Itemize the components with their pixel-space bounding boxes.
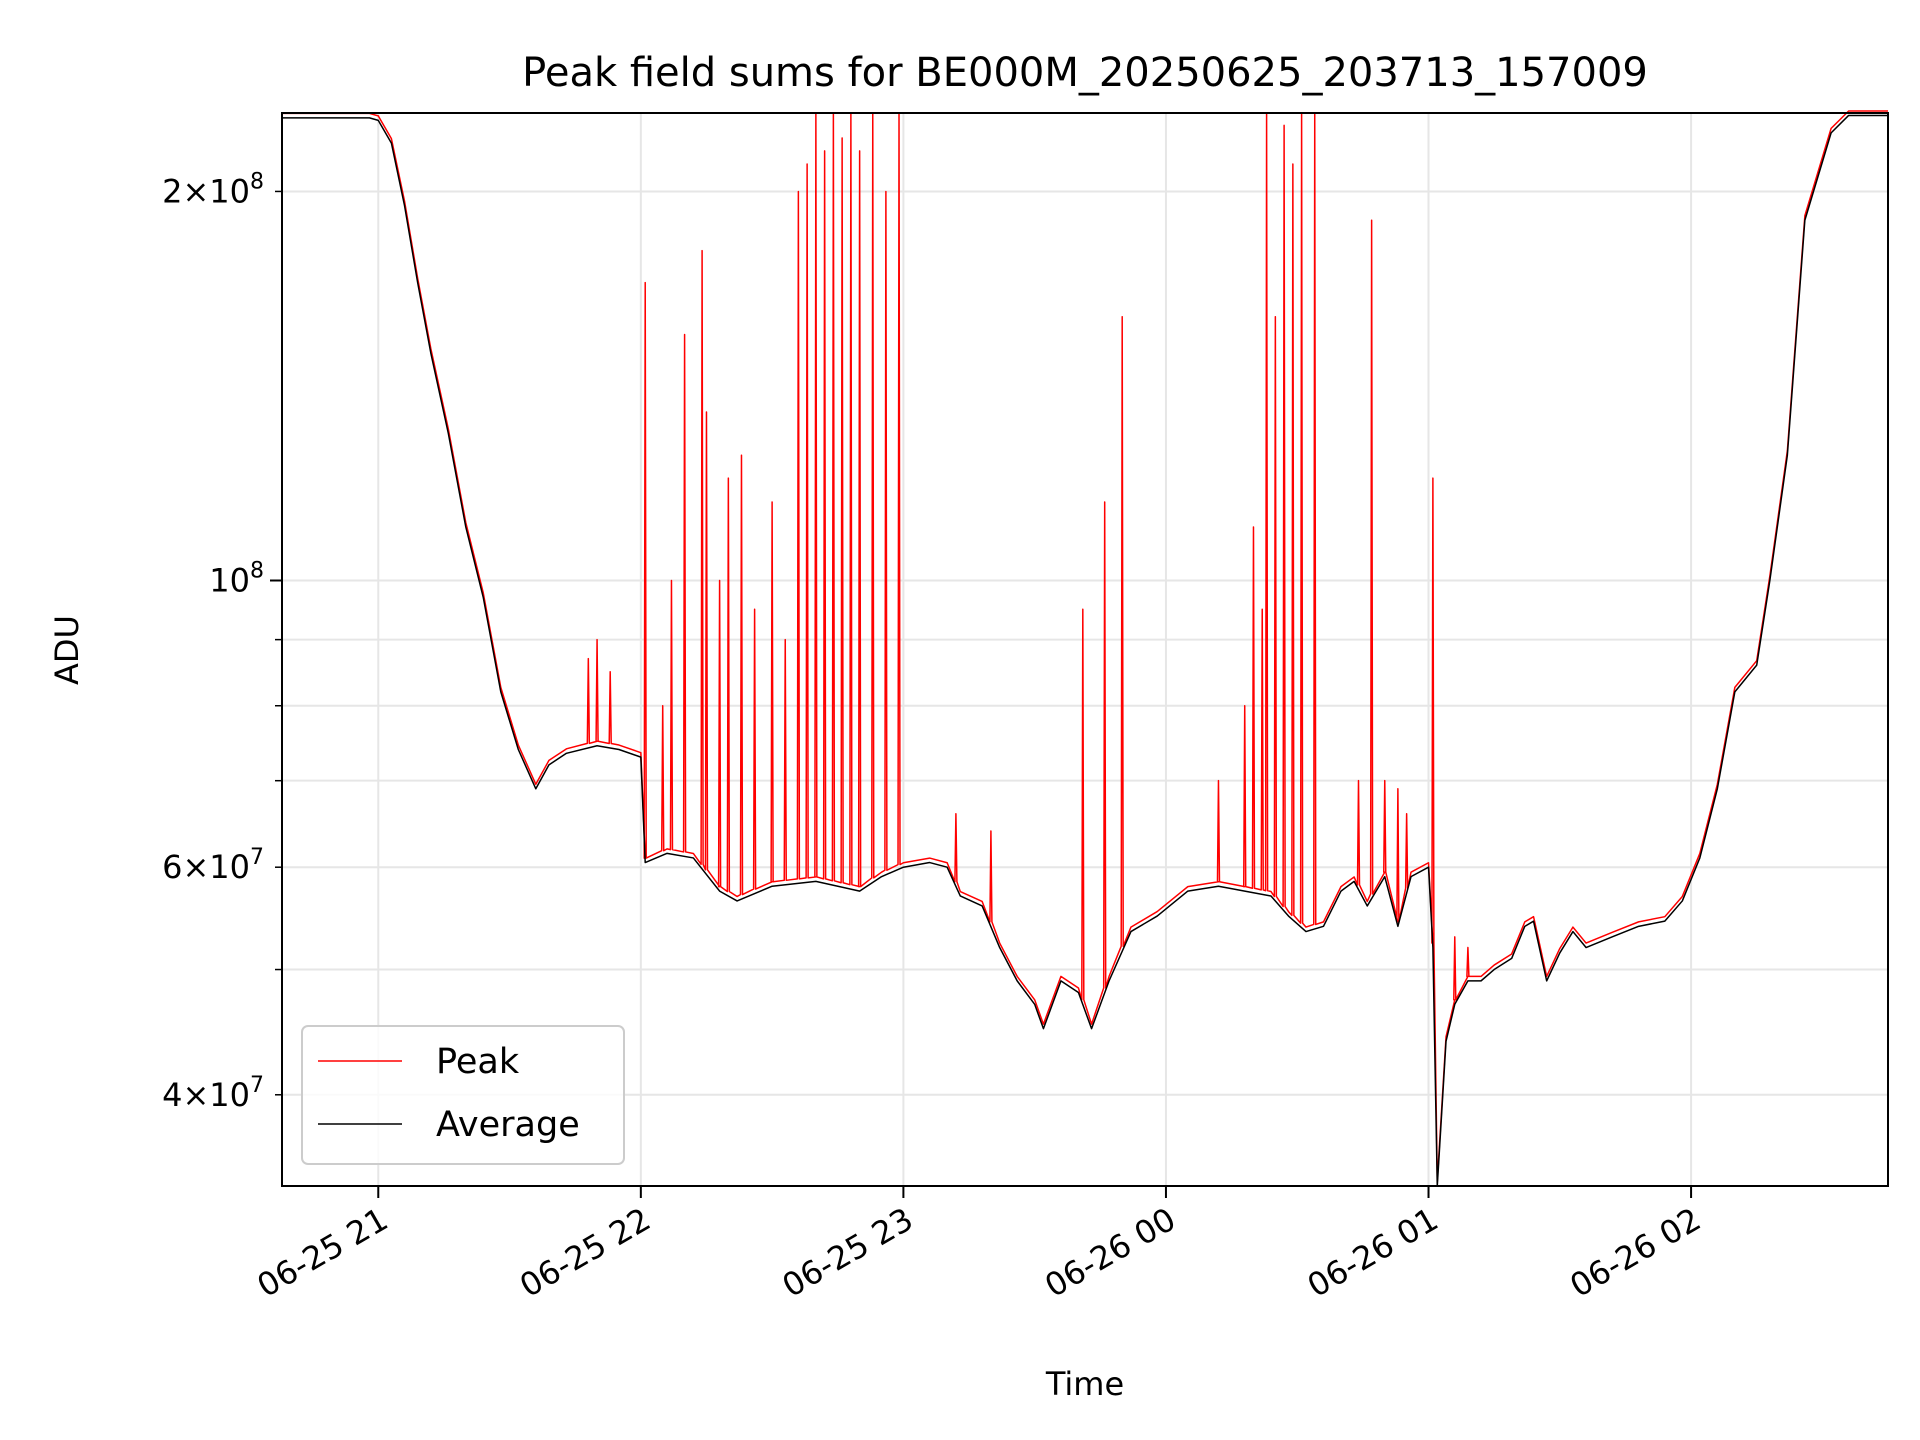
chart-title: Peak field sums for BE000M_20250625_2037… xyxy=(522,50,1648,96)
y-tick-label: 108 xyxy=(209,558,264,599)
legend: Peak Average xyxy=(301,1025,625,1165)
y-tick-label: 4×107 xyxy=(162,1073,264,1114)
series-layer xyxy=(282,110,1888,1187)
legend-label-average: Average xyxy=(436,1105,580,1145)
y-tick-label: 6×107 xyxy=(162,845,264,886)
plot-frame xyxy=(281,112,1889,1187)
legend-label-peak: Peak xyxy=(436,1042,520,1082)
x-axis-label: Time xyxy=(1045,1365,1124,1403)
y-axis-label: ADU xyxy=(48,615,86,685)
average-series-line xyxy=(282,114,1888,1187)
peak-series-line xyxy=(282,110,1888,1183)
y-tick-label: 2×108 xyxy=(162,169,264,210)
grid xyxy=(282,113,1888,1186)
